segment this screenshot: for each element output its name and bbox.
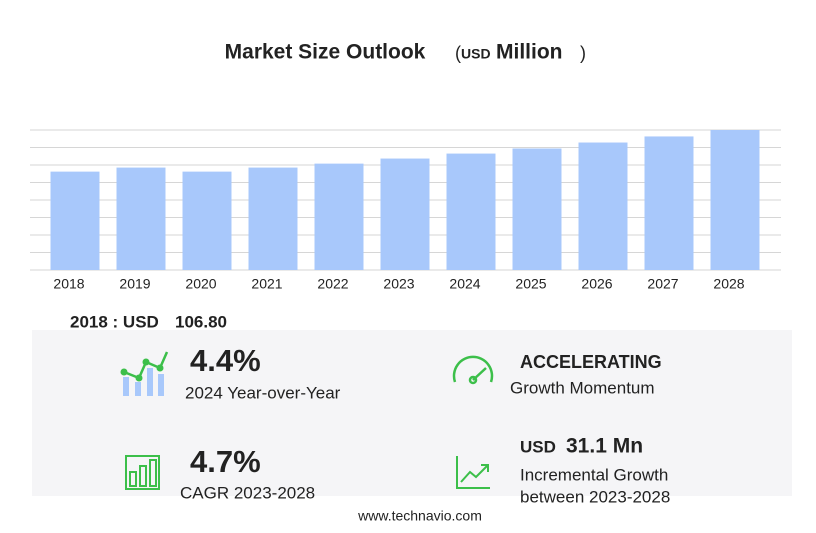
- chart-title: Market Size Outlook: [225, 41, 426, 64]
- unit-currency: USD: [461, 46, 491, 62]
- stat-value: 4.7%: [190, 444, 261, 479]
- stat-value: ACCELERATING: [520, 352, 662, 372]
- x-tick-label: 2025: [515, 276, 546, 292]
- highlight-value: 106.80: [175, 312, 227, 331]
- bar: [314, 163, 364, 270]
- x-tick-label: 2021: [251, 276, 282, 292]
- bar: [578, 142, 628, 270]
- stat-caption: CAGR 2023-2028: [180, 483, 315, 502]
- stat-caption: between 2023-2028: [520, 487, 670, 506]
- x-tick-label: 2024: [449, 276, 480, 292]
- x-tick-label: 2020: [185, 276, 216, 292]
- x-tick-label: 2022: [317, 276, 348, 292]
- stat-value: 4.4%: [190, 343, 261, 378]
- growth-icon: [456, 456, 490, 489]
- gauge-icon: [452, 355, 494, 385]
- x-tick-label: 2019: [119, 276, 150, 292]
- bar: [644, 136, 694, 270]
- stat-caption: 2024 Year-over-Year: [185, 383, 341, 402]
- highlight-label: 2018 : USD: [70, 312, 159, 331]
- bar: [512, 148, 562, 270]
- bar: [380, 158, 430, 270]
- unit-label: Million: [496, 41, 563, 64]
- x-tick-label: 2027: [647, 276, 678, 292]
- yoy-icon: [120, 351, 169, 396]
- bar: [116, 167, 166, 270]
- bar: [50, 171, 100, 270]
- cagr-icon: [125, 455, 160, 490]
- stat-caption: Incremental Growth: [520, 465, 668, 484]
- footer: www.technavio.com: [357, 508, 482, 524]
- stat-caption: Growth Momentum: [510, 378, 655, 397]
- bar: [248, 167, 298, 270]
- bar: [446, 153, 496, 270]
- bar: [710, 130, 760, 270]
- unit-open: (: [455, 43, 461, 63]
- stat-currency: USD: [520, 437, 556, 456]
- stat-value: 31.1 Mn: [566, 435, 643, 458]
- x-tick-label: 2018: [53, 276, 84, 292]
- x-tick-label: 2028: [713, 276, 744, 292]
- bar: [182, 171, 232, 270]
- unit-close: ): [580, 43, 586, 63]
- x-tick-label: 2023: [383, 276, 414, 292]
- bar-chart: 2018 2019 2020 2021 2022 2023 2024 2025 2026 2027…: [30, 129, 781, 292]
- x-tick-label: 2026: [581, 276, 612, 292]
